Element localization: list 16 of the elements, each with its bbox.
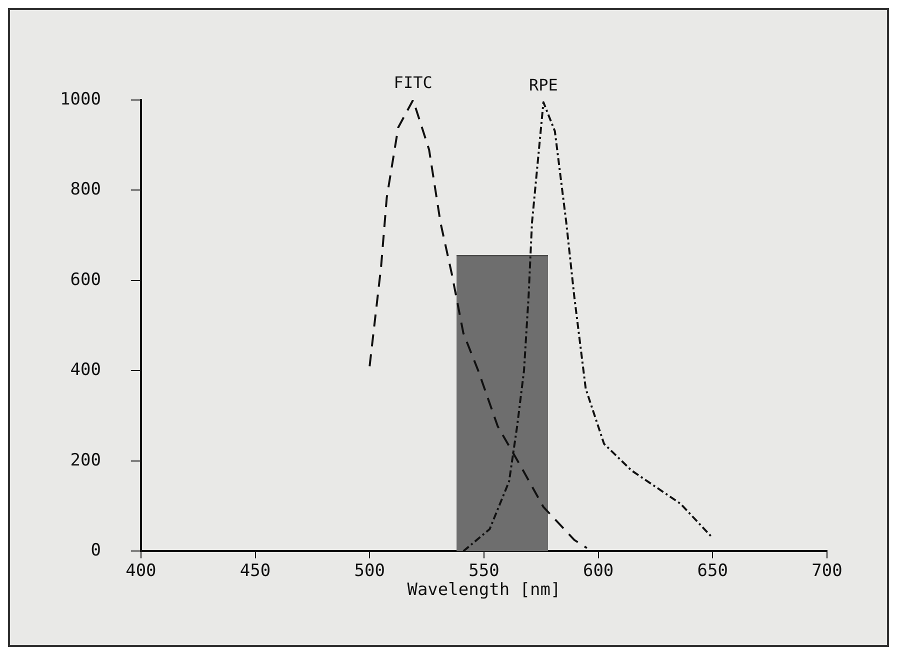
y-tick-label: 400 <box>70 360 101 380</box>
x-tick-label: 700 <box>812 560 842 581</box>
x-tick-label: 650 <box>697 560 728 581</box>
x-axis-title: Wavelength [nm] <box>407 580 561 600</box>
series-label: RPE <box>528 75 558 94</box>
y-tick-label: 600 <box>70 270 101 290</box>
x-tick-label: 400 <box>126 560 156 581</box>
x-tick-label: 600 <box>582 560 614 581</box>
y-tick-label: 200 <box>70 450 101 470</box>
series-label: FITC <box>394 73 432 92</box>
x-tick-label: 450 <box>240 560 271 581</box>
x-tick-label: 500 <box>354 560 385 581</box>
x-tick-label: 550 <box>468 560 500 581</box>
y-tick-label: 0 <box>90 540 101 561</box>
y-tick-label: 1000 <box>60 89 101 110</box>
y-tick-label: 800 <box>70 180 101 200</box>
